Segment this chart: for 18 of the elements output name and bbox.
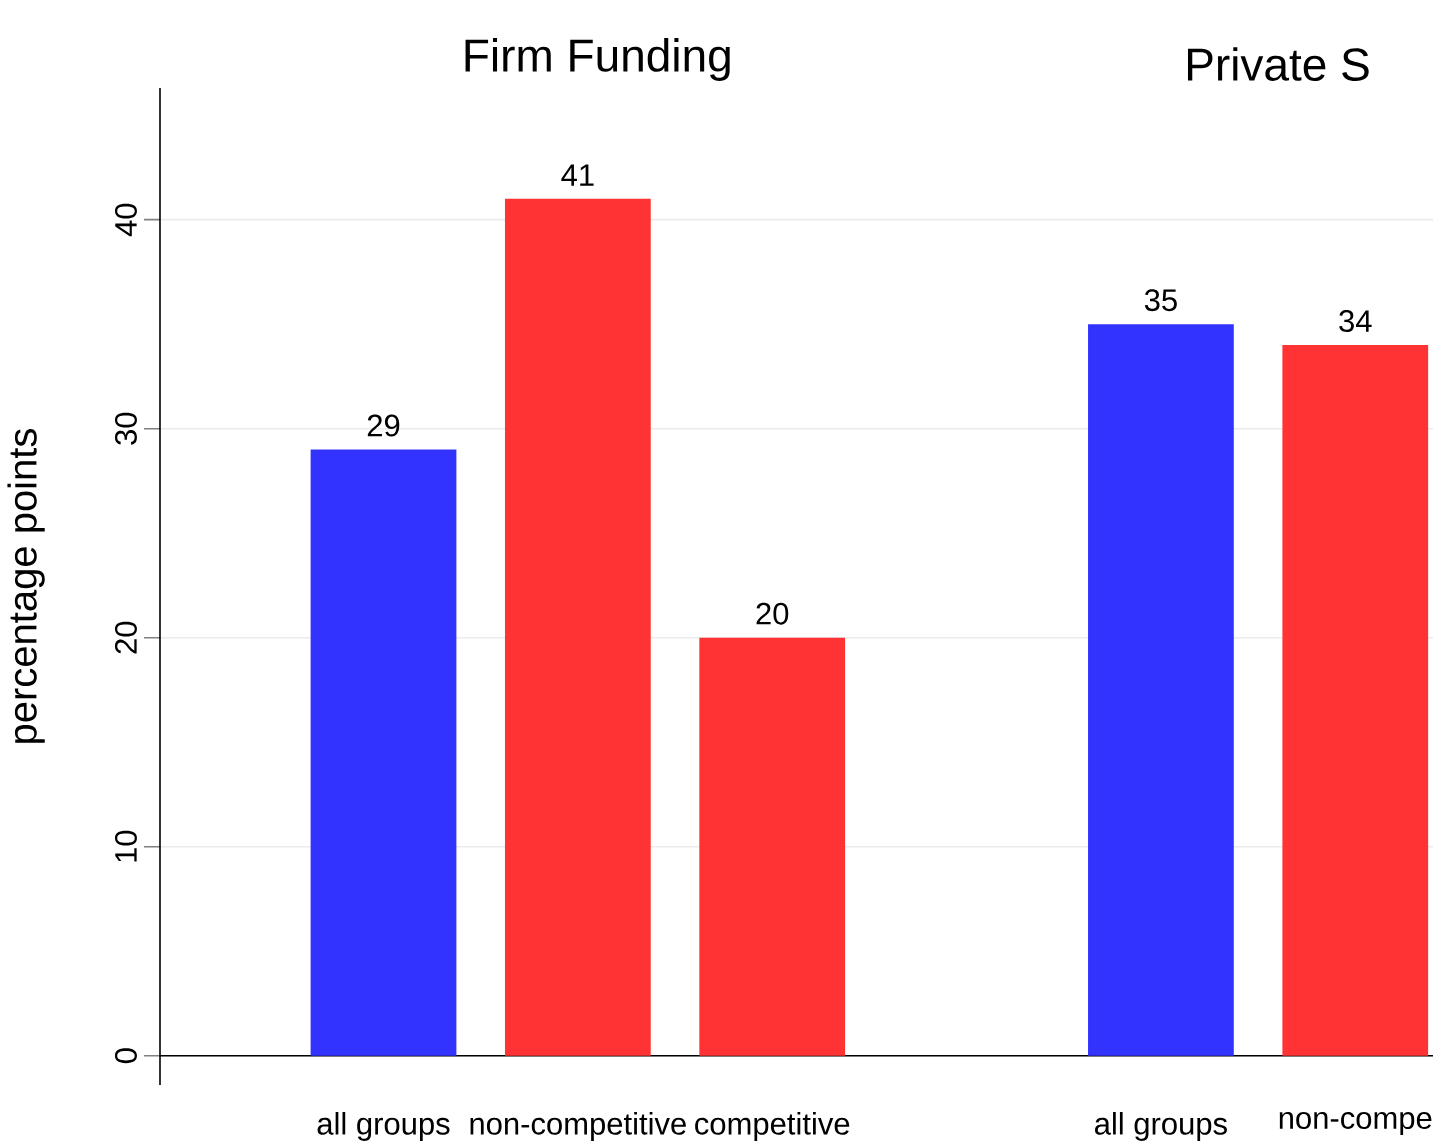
y-tick-label: 0 bbox=[114, 1048, 137, 1064]
data-label: 29 bbox=[367, 414, 400, 437]
text: Firm Funding bbox=[465, 38, 730, 81]
y-tick-label: 20 bbox=[114, 621, 137, 654]
y-tick-label: 30 bbox=[114, 412, 137, 445]
x-tick-label: all groups bbox=[1095, 1112, 1227, 1141]
y-tick-label: 40 bbox=[114, 203, 137, 237]
x-tick-label: all groups bbox=[317, 1112, 450, 1141]
data-label: 34 bbox=[1339, 310, 1372, 333]
x-tick-label: non-competitive bbox=[470, 1112, 686, 1141]
x-tick-label: competitive bbox=[695, 1112, 850, 1141]
x-tick-label: non-compe bbox=[1279, 1112, 1432, 1136]
text: Private S bbox=[1187, 47, 1369, 81]
data-label: 20 bbox=[756, 602, 789, 625]
y-axis-title: percentage points bbox=[7, 429, 45, 743]
data-label: 35 bbox=[1144, 289, 1177, 312]
data-label: 41 bbox=[561, 164, 594, 186]
y-tick-label: 10 bbox=[114, 830, 137, 862]
